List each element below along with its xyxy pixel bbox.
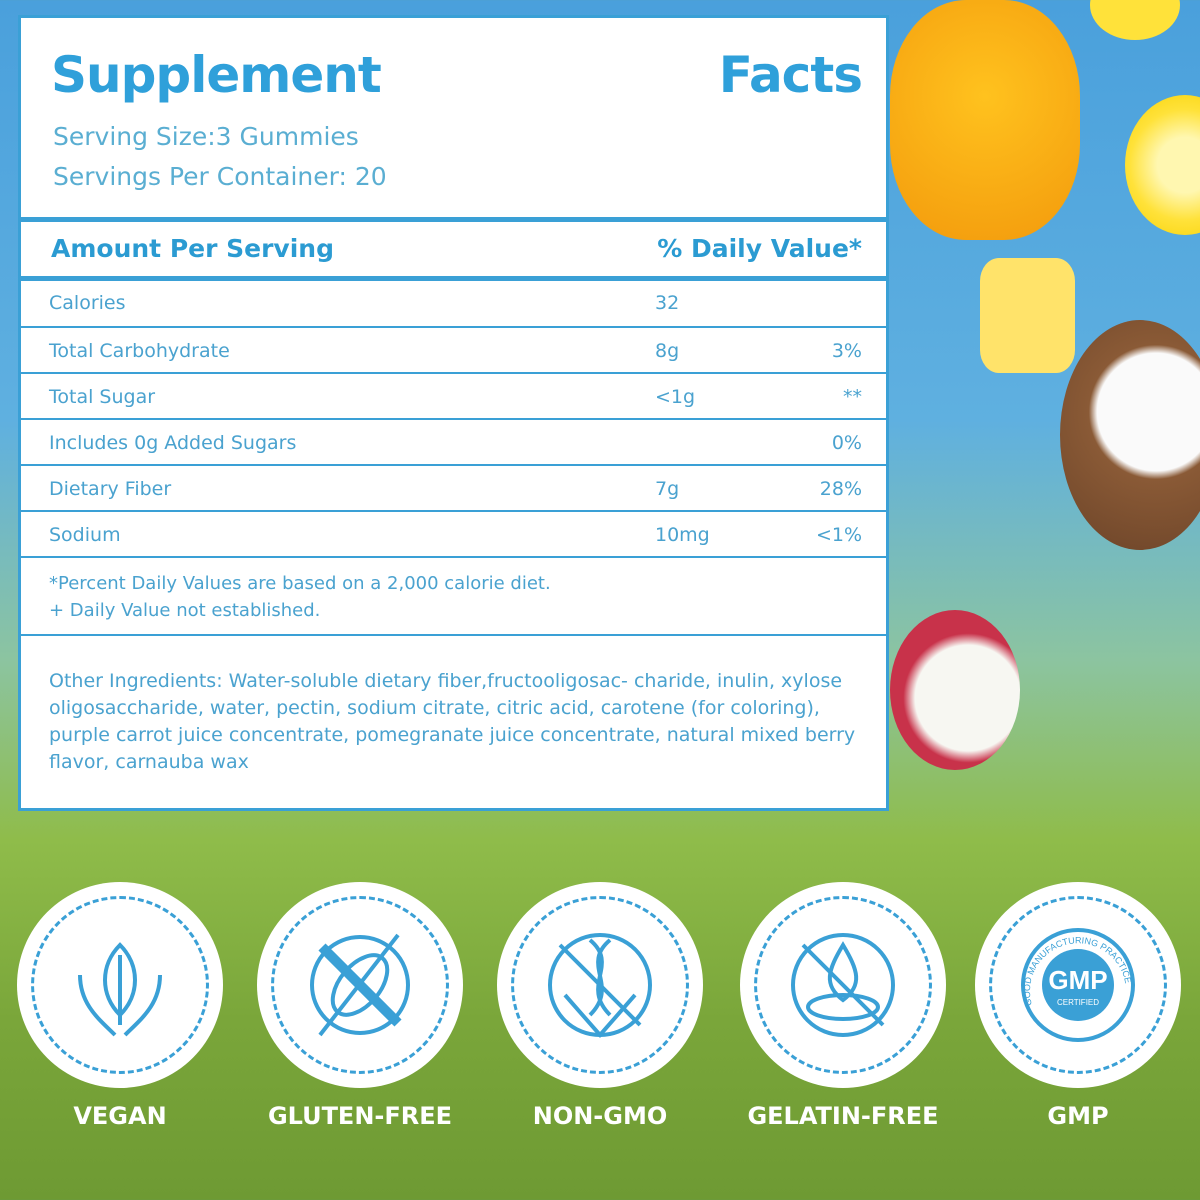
nutrient-name: Total Carbohydrate bbox=[49, 340, 230, 362]
nutrient-name: Total Sugar bbox=[49, 386, 156, 408]
footnote: *Percent Daily Values are based on a 2,0… bbox=[49, 570, 551, 624]
badge-gelatin-free bbox=[740, 882, 946, 1088]
nutrient-dv: 3% bbox=[831, 340, 862, 362]
dashed-ring bbox=[271, 896, 449, 1074]
no-dna-icon bbox=[548, 933, 652, 1039]
badge-gmp: GMP CERTIFIED GOOD MANUFACTURING PRACTICE bbox=[975, 882, 1181, 1088]
footnote-not-established: + Daily Value not established. bbox=[49, 600, 321, 621]
title-facts: Facts bbox=[718, 46, 863, 104]
badge-gluten-free bbox=[257, 882, 463, 1088]
divider bbox=[21, 634, 886, 636]
no-wheat-icon bbox=[310, 933, 410, 1037]
nutrient-name: Includes 0g Added Sugars bbox=[49, 432, 297, 454]
dashed-ring bbox=[511, 896, 689, 1074]
lychee-image bbox=[890, 610, 1020, 770]
other-ingredients: Other Ingredients: Water-soluble dietary… bbox=[49, 670, 856, 773]
mango-image bbox=[890, 0, 1080, 240]
nutrient-amount: 32 bbox=[655, 292, 680, 314]
nutrient-row: Calories 32 bbox=[21, 280, 886, 326]
nutrient-amount: 10mg bbox=[655, 524, 710, 546]
daily-value-header: % Daily Value* bbox=[657, 234, 862, 263]
nutrient-dv: 0% bbox=[831, 432, 862, 454]
nutrient-dv: <1% bbox=[815, 524, 862, 546]
gmp-certified-text: CERTIFIED bbox=[1057, 998, 1099, 1007]
nutrient-name: Dietary Fiber bbox=[49, 478, 172, 500]
nutrient-row: Dietary Fiber 7g 28% bbox=[21, 464, 886, 510]
nutrient-amount: <1g bbox=[655, 386, 696, 408]
badge-label: VEGAN bbox=[73, 1102, 167, 1130]
badge-label: GLUTEN-FREE bbox=[267, 1102, 453, 1130]
badge-label: GELATIN-FREE bbox=[747, 1102, 939, 1130]
serving-size: Serving Size:3 Gummies bbox=[53, 122, 359, 151]
dashed-ring bbox=[754, 896, 932, 1074]
servings-per-container: Servings Per Container: 20 bbox=[53, 162, 387, 191]
nutrient-row: Total Carbohydrate 8g 3% bbox=[21, 326, 886, 372]
badge-non-gmo bbox=[497, 882, 703, 1088]
nutrient-name: Calories bbox=[49, 292, 126, 314]
lemon-image bbox=[1125, 95, 1200, 235]
dashed-ring bbox=[31, 896, 209, 1074]
title-supplement: Supplement bbox=[51, 46, 382, 104]
divider bbox=[21, 276, 886, 281]
nutrient-amount: 8g bbox=[655, 340, 680, 362]
lemon-slice-image bbox=[1090, 0, 1180, 40]
nutrient-name: Sodium bbox=[49, 524, 121, 546]
gmp-seal-text: GMP bbox=[1048, 965, 1107, 995]
badge-label: GMP bbox=[1047, 1102, 1109, 1130]
nutrient-row: Includes 0g Added Sugars 0% bbox=[21, 418, 886, 464]
nutrient-amount: 7g bbox=[655, 478, 680, 500]
divider bbox=[21, 217, 886, 222]
nutrient-dv: 28% bbox=[819, 478, 862, 500]
no-drop-icon bbox=[791, 933, 895, 1037]
divider bbox=[21, 556, 886, 558]
nutrient-row: Total Sugar <1g ** bbox=[21, 372, 886, 418]
nutrient-dv: ** bbox=[843, 386, 862, 408]
coconut-image bbox=[1060, 320, 1200, 550]
amount-per-serving-header: Amount Per Serving bbox=[51, 234, 334, 263]
badge-label: NON-GMO bbox=[532, 1102, 668, 1130]
hands-leaf-icon bbox=[78, 942, 162, 1037]
footnote-dv: *Percent Daily Values are based on a 2,0… bbox=[49, 573, 551, 594]
pineapple-image bbox=[980, 258, 1075, 373]
dashed-ring bbox=[989, 896, 1167, 1074]
supplement-facts-panel: Supplement Facts Serving Size:3 Gummies … bbox=[18, 15, 889, 811]
nutrient-row: Sodium 10mg <1% bbox=[21, 510, 886, 556]
badge-vegan bbox=[17, 882, 223, 1088]
